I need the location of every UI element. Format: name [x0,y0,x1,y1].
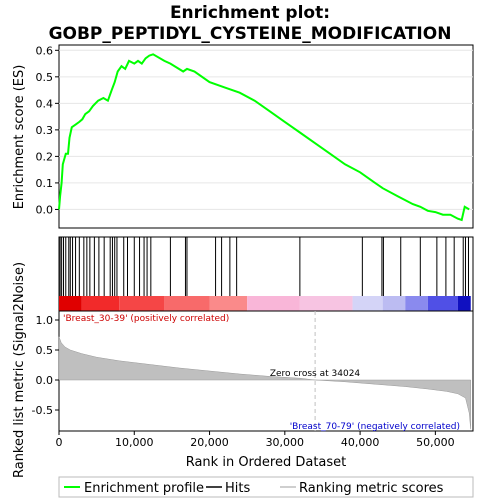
es-panel: 0.0 0.1 0.2 0.3 0.4 0.5 0.6 Enrichment score (… [12,44,474,229]
legend-box [58,476,474,498]
es-y-tick-label: 0.1 [36,177,54,190]
heatmap-segment [352,296,383,311]
negative-correlation-label: 'Breast_70-79' (negatively correlated) [290,422,460,432]
es-y-tick-label: 0.6 [36,44,54,57]
chart-title-line1: Enrichment plot: [170,3,330,23]
metric-panel: -0.5 0.0 0.5 1.0 0 10,000 20,000 30,000 40,000 5… [12,262,474,478]
heatmap-segment [209,296,248,311]
es-line [58,53,470,222]
metric-y-tick-label: -0.5 [32,404,53,417]
es-y-tick-label: 0.5 [36,71,54,84]
heatmap-segment [59,296,82,311]
es-y-axis-label: Enrichment score (ES) [12,65,27,210]
es-y-axis: 0.0 0.1 0.2 0.3 0.4 0.5 0.6 [36,44,59,216]
x-tick-label: 10,000 [115,436,154,449]
hit-lines [59,237,469,296]
es-grid [59,49,473,210]
metric-y-axis: -0.5 0.0 0.5 1.0 [32,314,59,417]
x-tick-label: 30,000 [266,436,305,449]
heatmap-segment [81,296,120,311]
es-y-tick-label: 0.2 [36,150,54,163]
rank-heatmap [59,296,471,311]
es-panel-frame [58,44,474,229]
legend-hits-label: Hits [225,481,250,496]
heatmap-segment [405,296,428,311]
metric-y-tick-label: 1.0 [36,314,54,327]
legend-es-label: Enrichment profile [84,481,204,496]
positive-correlation-label: 'Breast_30-39' (positively correlated) [63,314,229,324]
x-tick-label: 0 [56,436,63,449]
heatmap-segment [427,296,458,311]
legend: Enrichment profile Hits Ranking metric s… [58,476,474,498]
heatmap-segment [299,296,353,311]
heatmap-segment [457,296,471,311]
x-tick-label: 50,000 [416,436,455,449]
chart-title-line2: GOBP_PEPTIDYL_CYSTEINE_MODIFICATION [49,24,452,44]
es-y-tick-label: 0.3 [36,124,54,137]
x-tick-label: 40,000 [341,436,380,449]
heatmap-segment [382,296,406,311]
es-y-tick-label: 0.0 [36,203,54,216]
metric-y-axis-label: Ranked list metric (Signal2Noise) [12,262,27,478]
heatmap-segment [164,296,210,311]
metric-y-tick-label: 0.0 [36,374,54,387]
metric-x-axis: 0 10,000 20,000 30,000 40,000 50,000 [56,431,455,449]
x-tick-label: 20,000 [190,436,229,449]
heatmap-segment [119,296,165,311]
x-axis-label: Rank in Ordered Dataset [186,455,347,470]
metric-y-tick-label: 0.5 [36,344,54,357]
heatmap-segment [247,296,300,311]
zero-cross-label: Zero cross at 34024 [270,369,361,379]
hits-panel [58,236,474,312]
legend-metric-label: Ranking metric scores [299,481,444,496]
metric-area [58,336,471,430]
es-y-tick-label: 0.4 [36,97,54,110]
